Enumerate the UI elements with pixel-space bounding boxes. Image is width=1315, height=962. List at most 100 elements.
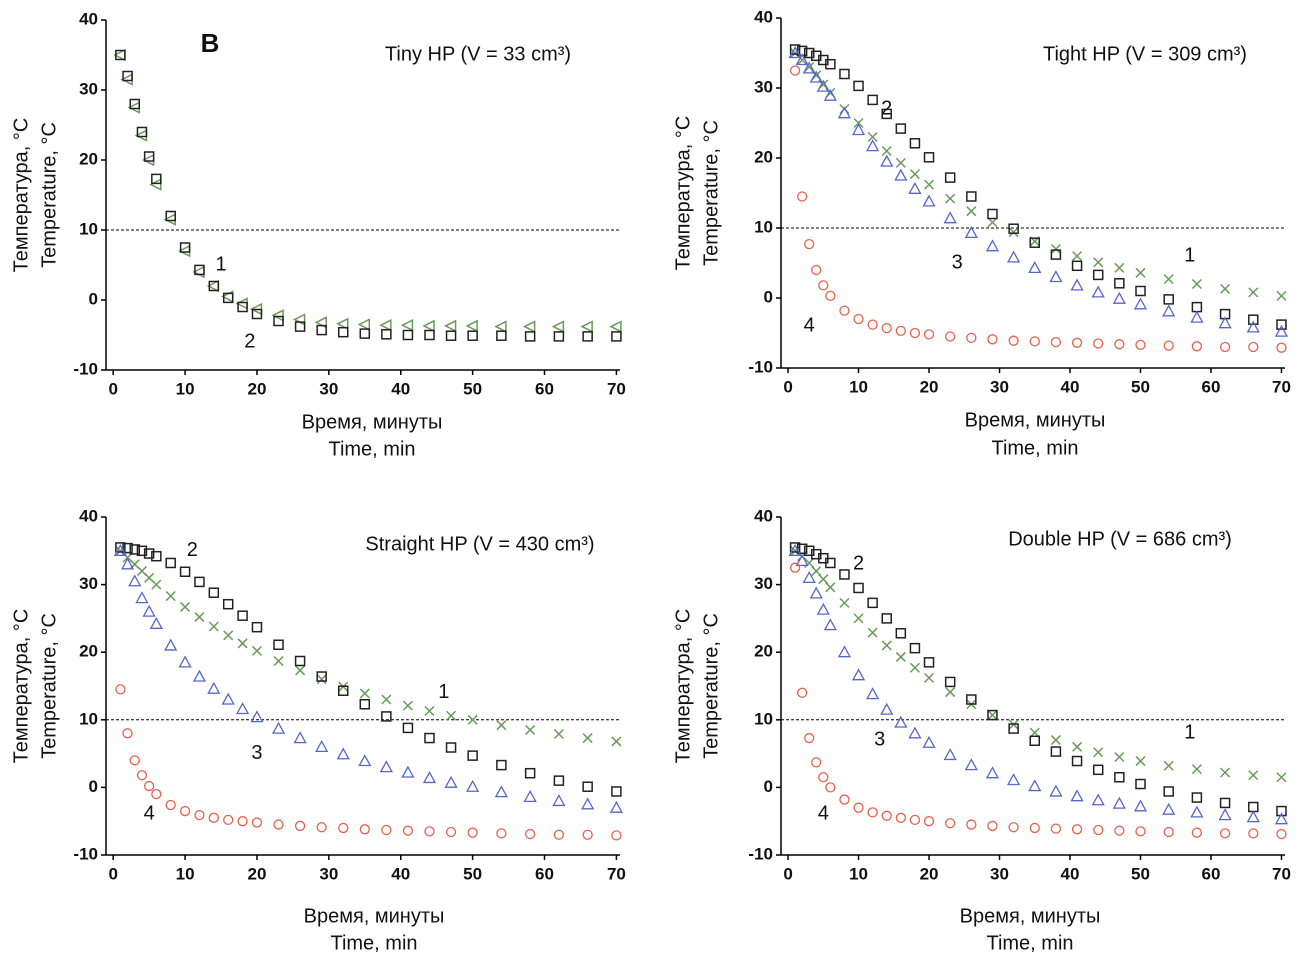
data-point <box>1135 267 1146 278</box>
data-point <box>922 194 936 207</box>
data-point <box>1135 826 1146 837</box>
data-point <box>165 591 176 602</box>
data-point <box>945 687 956 698</box>
panel: -10 0 10 20 30 40 0 10 20 30 40 50 60 70 1 2 3 4 Straight … <box>10 506 626 954</box>
data-point <box>143 780 155 792</box>
data-point <box>580 320 593 333</box>
data-point <box>867 131 878 143</box>
x-axis-label: Время, минуты <box>302 411 443 433</box>
data-point <box>923 179 935 190</box>
data-point <box>1274 812 1289 825</box>
data-point <box>1218 808 1232 821</box>
data-point <box>1163 274 1174 285</box>
data-point <box>1219 828 1231 839</box>
data-point <box>1049 784 1063 797</box>
x-tick-label: 30 <box>990 864 1009 883</box>
data-point <box>1092 764 1104 776</box>
data-point <box>1246 320 1260 333</box>
data-point <box>1248 770 1259 781</box>
series-label: 3 <box>952 251 963 273</box>
series-label: 4 <box>144 803 155 825</box>
data-point <box>136 770 148 781</box>
data-point <box>136 126 148 138</box>
data-point <box>1163 826 1174 838</box>
data-point <box>1092 269 1104 281</box>
series-label: 1 <box>215 253 226 275</box>
data-point <box>908 181 922 194</box>
x-axis-label: Time, min <box>330 932 417 954</box>
data-point <box>788 543 802 556</box>
data-point <box>400 318 414 332</box>
data-point <box>178 655 192 668</box>
series-label: 2 <box>244 330 255 352</box>
data-point <box>250 710 264 723</box>
data-point <box>316 674 327 685</box>
data-point <box>789 542 801 553</box>
data-point <box>424 732 435 744</box>
data-point <box>553 829 565 840</box>
data-point <box>839 794 850 805</box>
data-point <box>867 807 878 818</box>
data-point <box>379 760 393 773</box>
data-point <box>129 98 141 110</box>
data-point <box>922 735 936 748</box>
data-point <box>789 65 801 76</box>
y-tick-label: 20 <box>754 147 773 166</box>
x-tick-label: 30 <box>319 864 338 883</box>
data-point <box>1191 827 1203 838</box>
data-point <box>880 154 894 167</box>
data-point <box>923 152 935 163</box>
data-point <box>1070 278 1084 291</box>
data-point <box>895 628 907 639</box>
data-point <box>496 759 507 771</box>
data-point <box>853 313 864 325</box>
data-point <box>149 616 163 629</box>
data-point <box>823 88 837 101</box>
data-point <box>1163 760 1174 771</box>
data-point <box>1093 338 1104 349</box>
y-tick-label: 10 <box>754 709 773 728</box>
data-point <box>1029 237 1041 248</box>
data-point <box>294 820 306 832</box>
data-point <box>251 645 262 656</box>
y-tick-label: 40 <box>79 506 98 525</box>
data-point <box>1248 828 1259 839</box>
data-point <box>1135 778 1146 790</box>
data-point <box>443 319 457 333</box>
data-point <box>909 169 920 180</box>
data-point <box>1162 304 1176 317</box>
data-point <box>1093 257 1104 268</box>
y-tick-label: 40 <box>79 9 98 28</box>
x-tick-label: 0 <box>108 864 117 883</box>
data-point <box>149 178 162 191</box>
data-point <box>803 47 815 59</box>
data-point <box>1071 824 1083 835</box>
data-point <box>381 711 392 722</box>
data-point <box>881 613 892 624</box>
data-point <box>1135 339 1146 351</box>
data-point <box>1246 810 1260 823</box>
data-point <box>128 574 142 587</box>
data-point <box>809 586 823 599</box>
data-point <box>271 309 284 322</box>
data-point <box>445 826 457 838</box>
data-point <box>295 665 306 676</box>
data-point <box>825 58 836 70</box>
data-point <box>867 319 878 330</box>
data-point <box>839 305 850 316</box>
data-point <box>194 264 205 276</box>
data-point <box>611 830 622 841</box>
data-point <box>115 684 126 695</box>
data-point <box>1050 243 1061 255</box>
data-point <box>466 779 480 792</box>
data-point <box>789 562 801 573</box>
data-point <box>867 94 878 106</box>
data-point <box>359 699 371 710</box>
data-point <box>1276 319 1287 330</box>
data-point <box>853 613 864 624</box>
data-point <box>271 721 286 734</box>
data-point <box>1191 341 1203 352</box>
data-point <box>880 702 894 715</box>
y-tick-label: 40 <box>754 7 773 26</box>
